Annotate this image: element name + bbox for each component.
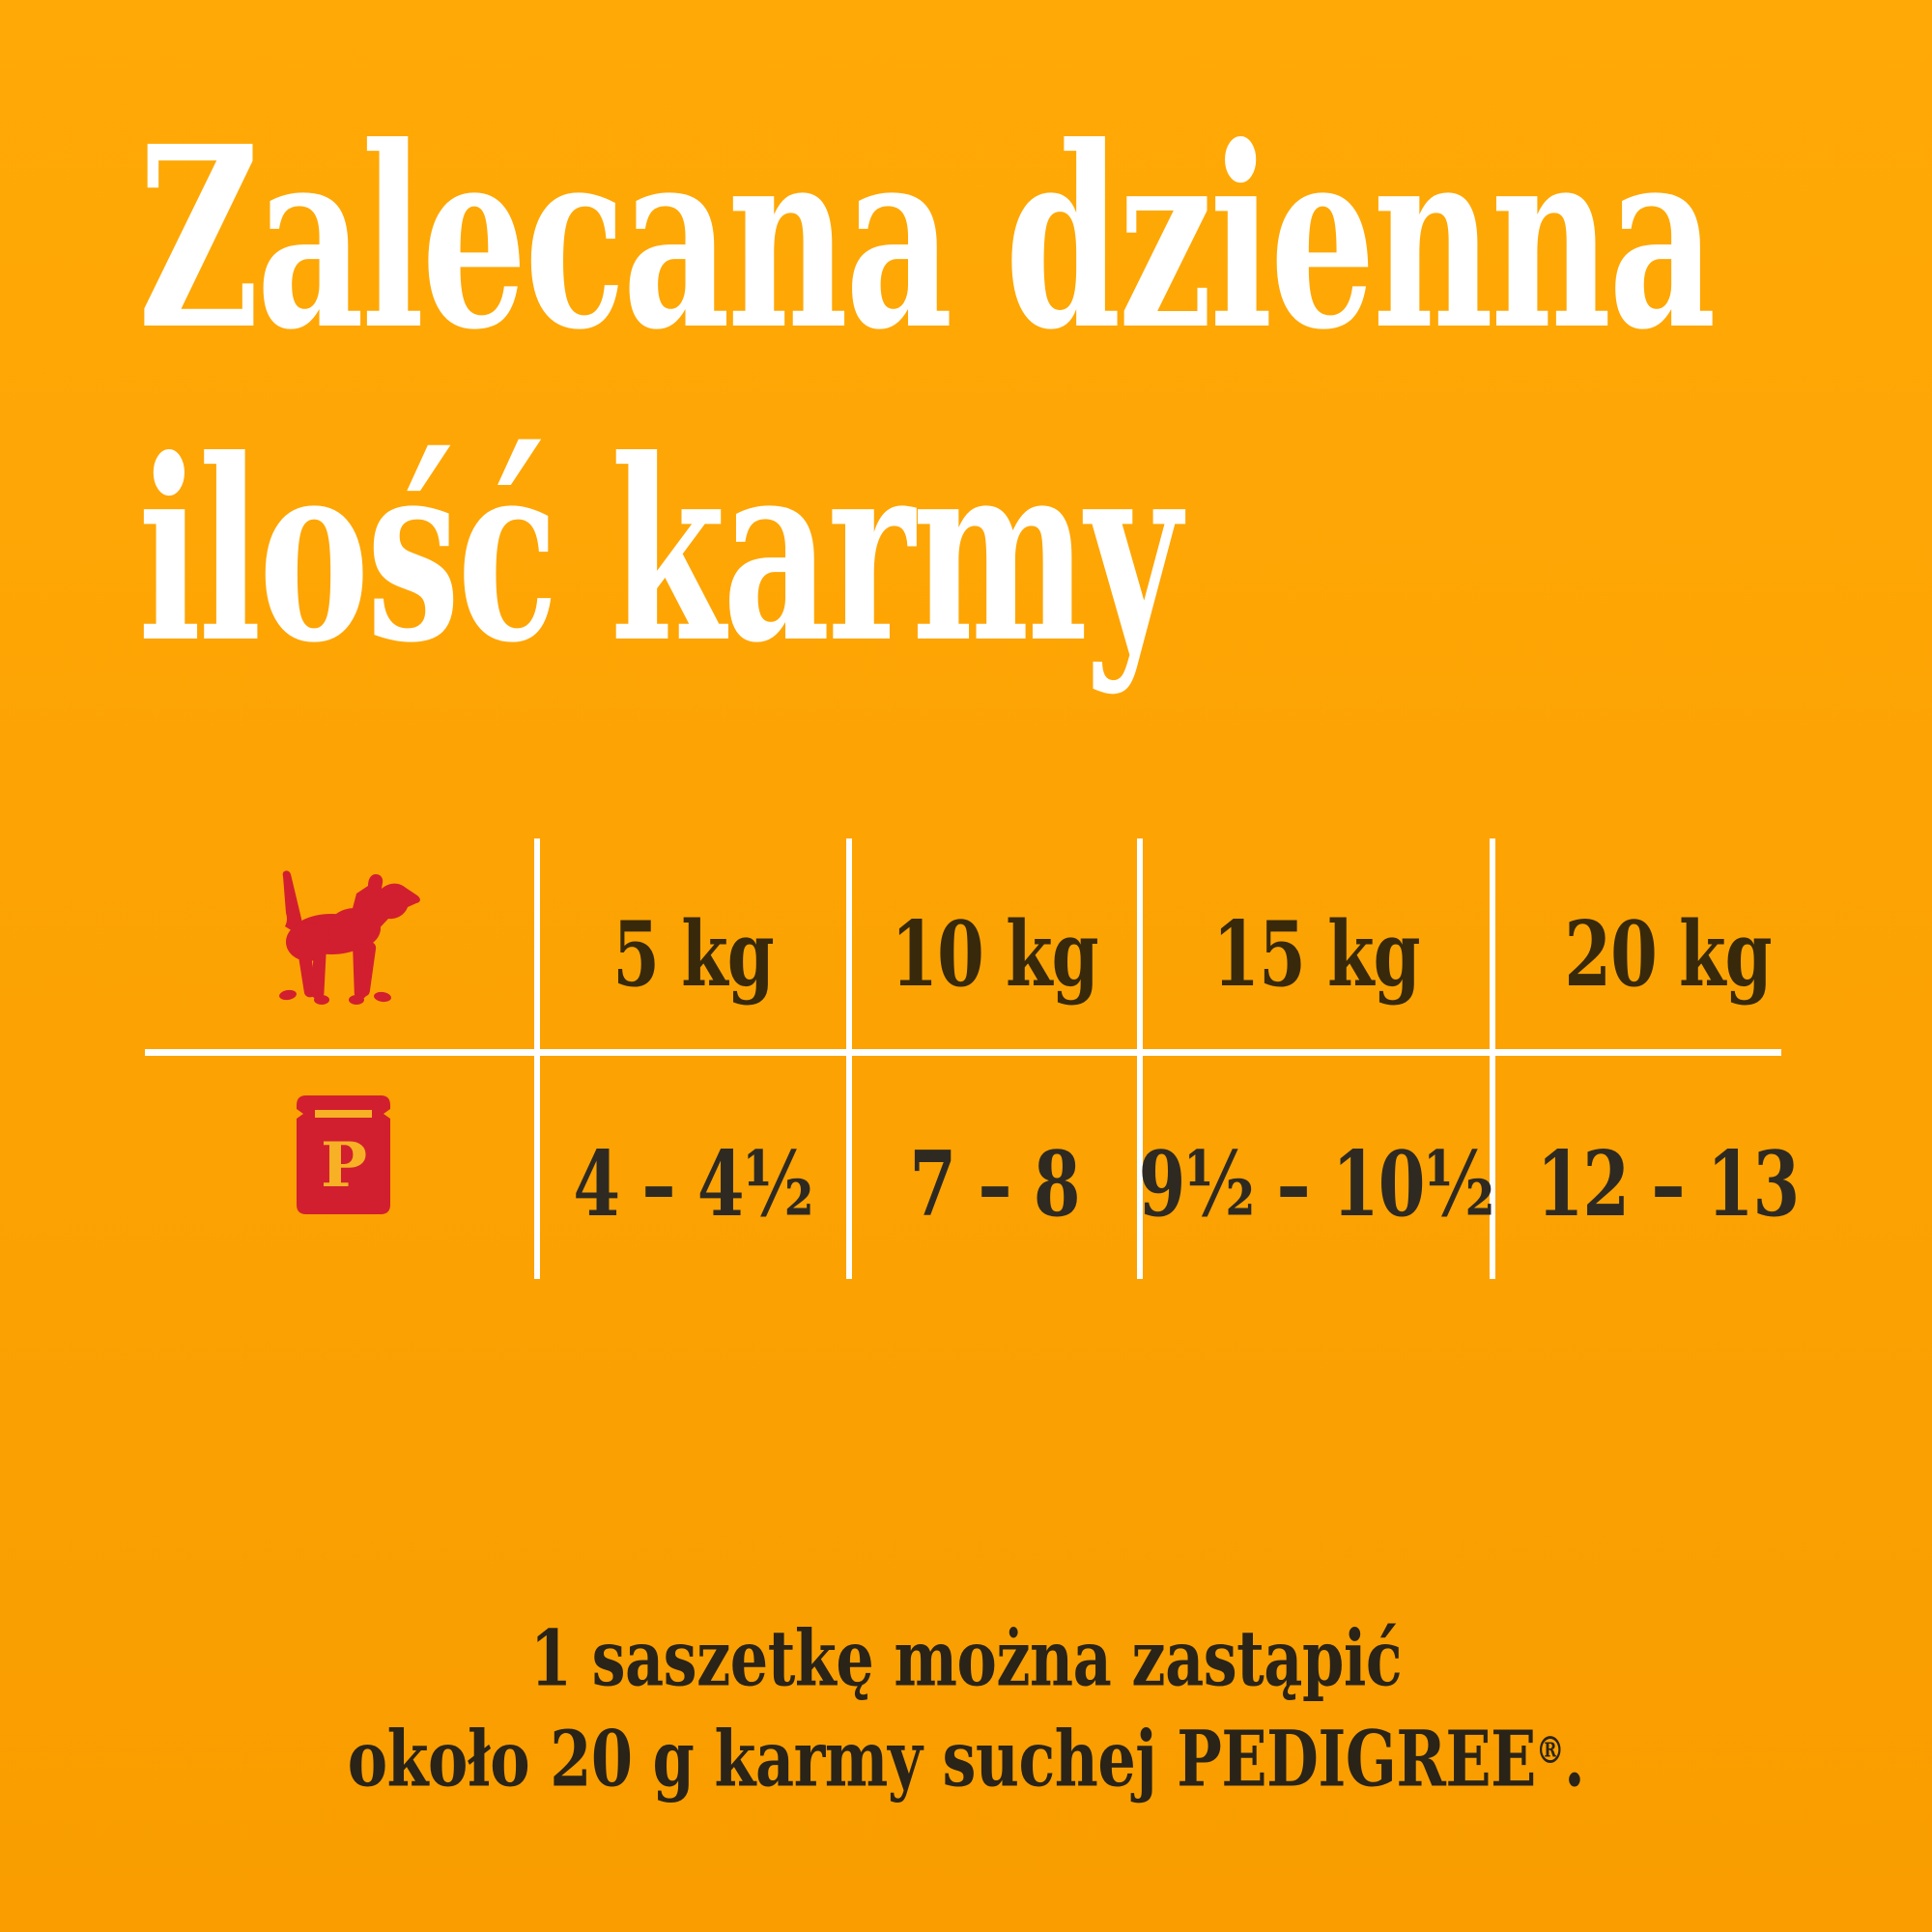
weight-cell-10kg: 10 kg bbox=[852, 881, 1137, 1026]
pouch-slot bbox=[315, 1110, 372, 1118]
footer-note-suffix: . bbox=[1564, 1714, 1585, 1804]
footer-note-line-2: około 20 g karmy suchej PEDIGREE®. bbox=[0, 1720, 1932, 1797]
weight-value: 10 kg bbox=[891, 900, 1098, 1007]
portion-value: 7 – 8 bbox=[909, 1130, 1080, 1236]
pedigree-pouch-icon: P bbox=[297, 1095, 390, 1214]
brand-name: PEDIGREE bbox=[1177, 1714, 1536, 1804]
weight-value: 15 kg bbox=[1212, 900, 1420, 1007]
dog-icon bbox=[279, 870, 420, 1005]
footer-note-text: 1 saszetkę można zastąpić bbox=[529, 1613, 1403, 1704]
table-column-divider bbox=[1137, 838, 1143, 1279]
weight-cell-20kg: 20 kg bbox=[1495, 881, 1840, 1026]
portion-cell-15kg: 9½ – 10½ bbox=[1139, 1111, 1495, 1256]
pouch-letter: P bbox=[321, 1129, 367, 1202]
table-column-divider bbox=[534, 838, 540, 1279]
portion-value: 9½ – 10½ bbox=[1138, 1130, 1495, 1236]
footer-note-prefix: około 20 g karmy suchej bbox=[347, 1714, 1178, 1804]
table-column-divider bbox=[1490, 838, 1495, 1279]
footer-note-line-1: 1 saszetkę można zastąpić bbox=[0, 1620, 1932, 1696]
table-column-divider bbox=[846, 838, 852, 1279]
weight-value: 20 kg bbox=[1564, 900, 1772, 1007]
page-title-line-2: ilość karmy bbox=[138, 404, 1181, 698]
registered-trademark-symbol: ® bbox=[1535, 1729, 1565, 1774]
portion-cell-20kg: 12 – 13 bbox=[1495, 1111, 1840, 1256]
portion-value: 12 – 13 bbox=[1536, 1130, 1801, 1236]
portion-value: 4 – 4½ bbox=[573, 1130, 813, 1236]
weight-value: 5 kg bbox=[612, 900, 775, 1007]
weight-cell-5kg: 5 kg bbox=[540, 881, 846, 1026]
weight-cell-15kg: 15 kg bbox=[1143, 881, 1490, 1026]
portion-cell-10kg: 7 – 8 bbox=[852, 1111, 1137, 1256]
footer-note-text: około 20 g karmy suchej PEDIGREE®. bbox=[348, 1720, 1585, 1798]
page-title-line-1: Zalecana dzienna bbox=[138, 91, 1717, 385]
portion-cell-5kg: 4 – 4½ bbox=[540, 1111, 846, 1256]
table-row-divider bbox=[145, 1049, 1781, 1056]
